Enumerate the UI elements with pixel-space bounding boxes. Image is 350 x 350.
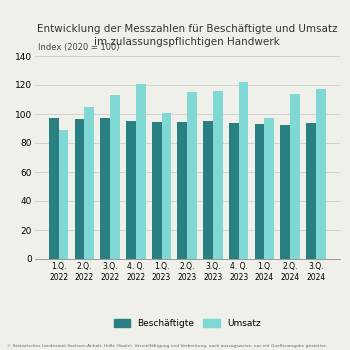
Bar <box>187 92 197 259</box>
Bar <box>229 123 239 259</box>
Bar <box>49 118 58 259</box>
Bar <box>126 120 136 259</box>
Bar <box>290 94 300 259</box>
Bar <box>203 121 213 259</box>
Bar <box>58 130 68 259</box>
Bar <box>239 82 248 259</box>
Legend: Beschäftigte, Umsatz: Beschäftigte, Umsatz <box>110 315 264 332</box>
Bar <box>84 107 94 259</box>
Bar <box>100 118 110 259</box>
Bar <box>316 89 326 259</box>
Bar <box>161 113 171 259</box>
Bar <box>255 124 265 259</box>
Bar <box>280 125 290 259</box>
Bar <box>177 122 187 259</box>
Bar <box>265 118 274 259</box>
Text: © Statistisches Landesamt Sachsen-Anhalt, Halle (Saale), Vervielfältigung und Ve: © Statistisches Landesamt Sachsen-Anhalt… <box>7 344 327 348</box>
Bar <box>110 95 120 259</box>
Bar <box>136 84 146 259</box>
Bar <box>213 91 223 259</box>
Bar <box>306 123 316 259</box>
Text: Index (2020 = 100): Index (2020 = 100) <box>38 43 120 52</box>
Bar <box>75 119 84 259</box>
Bar <box>152 122 161 259</box>
Title: Entwicklung der Messzahlen für Beschäftigte und Umsatz
im zulassungspflichtigen : Entwicklung der Messzahlen für Beschäfti… <box>37 24 337 47</box>
